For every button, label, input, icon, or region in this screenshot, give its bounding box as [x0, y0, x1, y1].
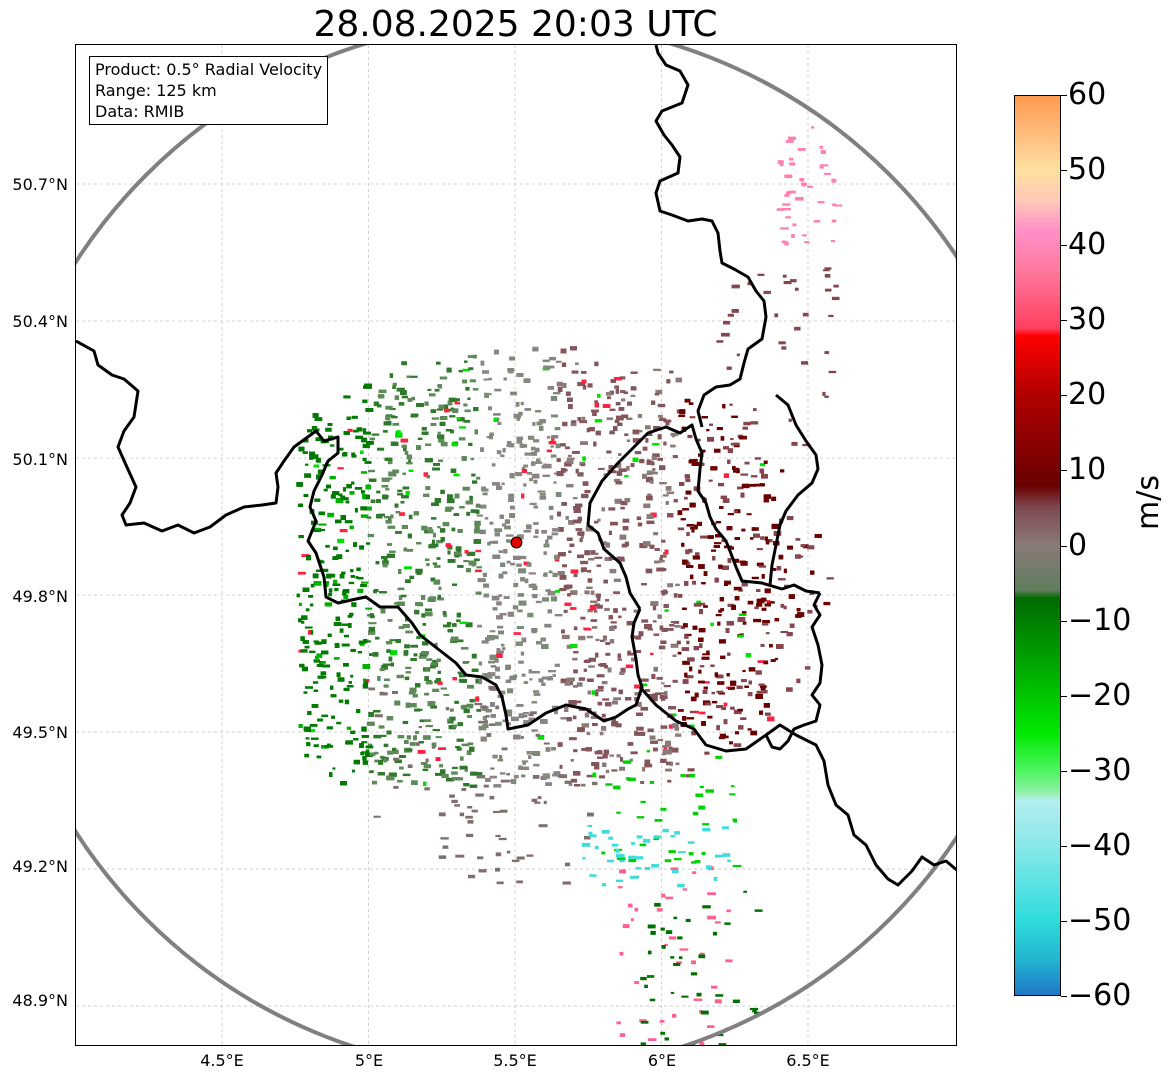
- lon-tick-label: 5°E: [354, 1051, 384, 1070]
- country-borders: [76, 45, 956, 887]
- lat-tick-label: 50.1°N: [12, 450, 68, 469]
- colorbar-tick-label: −50: [1068, 902, 1132, 938]
- border-lux-south: [638, 686, 956, 887]
- colorbar-tick-mark: [1061, 245, 1067, 247]
- lon-tick-label: 5.5°E: [493, 1051, 537, 1070]
- colorbar-tick-mark: [1061, 470, 1067, 472]
- colorbar-tick-label: −30: [1068, 752, 1132, 788]
- lat-tick-label: 49.5°N: [12, 723, 68, 742]
- lon-tick-label: 6.5°E: [786, 1051, 830, 1070]
- colorbar-tick-mark: [1061, 996, 1067, 997]
- lat-tick-label: 49.2°N: [12, 857, 68, 876]
- colorbar-tick-mark: [1061, 170, 1067, 172]
- velocity-colorbar: [1014, 95, 1061, 996]
- velocity-echoes: [296, 126, 843, 1045]
- colorbar-tick-mark: [1061, 845, 1067, 847]
- border-saar: [764, 592, 824, 751]
- colorbar-tick-mark: [1061, 920, 1067, 922]
- info-product: Product: 0.5° Radial Velocity: [95, 60, 323, 79]
- lat-tick-label: 48.9°N: [12, 991, 68, 1010]
- colorbar-tick-label: 30: [1068, 302, 1107, 338]
- lon-tick-label: 6°E: [647, 1051, 677, 1070]
- colorbar-tick-mark: [1061, 620, 1067, 622]
- colorbar-tick-mark: [1061, 320, 1067, 322]
- info-data: Data: RMIB: [95, 102, 185, 121]
- colorbar-tick-mark: [1061, 545, 1067, 547]
- border-luxembourg-east: [586, 423, 821, 610]
- colorbar-tick-mark: [1061, 770, 1067, 772]
- border-germany-east: [654, 45, 768, 428]
- border-france-belgium: [76, 339, 644, 731]
- lat-tick-label: 49.8°N: [12, 587, 68, 606]
- colorbar-tick-label: −20: [1068, 677, 1132, 713]
- lon-tick-label: 4.5°E: [200, 1051, 244, 1070]
- colorbar-tick-label: 40: [1068, 227, 1107, 263]
- colorbar-tick-label: −40: [1068, 827, 1132, 863]
- map-title: 28.08.2025 20:03 UTC: [313, 4, 718, 45]
- lat-tick-label: 50.4°N: [12, 312, 68, 331]
- colorbar-tick-label: −60: [1068, 978, 1132, 1013]
- colorbar-tick-label: 10: [1068, 452, 1107, 488]
- info-range: Range: 125 km: [95, 81, 217, 100]
- colorbar-tick-label: 0: [1068, 527, 1088, 563]
- colorbar-tick-label: 20: [1068, 377, 1107, 413]
- colorbar-tick-mark: [1061, 95, 1067, 96]
- radar-site-marker: [510, 536, 523, 549]
- colorbar-tick-label: 60: [1068, 77, 1107, 112]
- border-lux-loop: [768, 393, 820, 586]
- lat-tick-label: 50.7°N: [12, 175, 68, 194]
- colorbar-tick-label: −10: [1068, 602, 1132, 638]
- radar-map[interactable]: [75, 44, 957, 1046]
- colorbar-tick-mark: [1061, 395, 1067, 397]
- colorbar-tick-label: 50: [1068, 152, 1107, 188]
- product-info-box: Product: 0.5° Radial Velocity Range: 125…: [89, 56, 329, 125]
- colorbar-unit-label: m/s: [1131, 475, 1166, 530]
- colorbar-tick-mark: [1061, 695, 1067, 697]
